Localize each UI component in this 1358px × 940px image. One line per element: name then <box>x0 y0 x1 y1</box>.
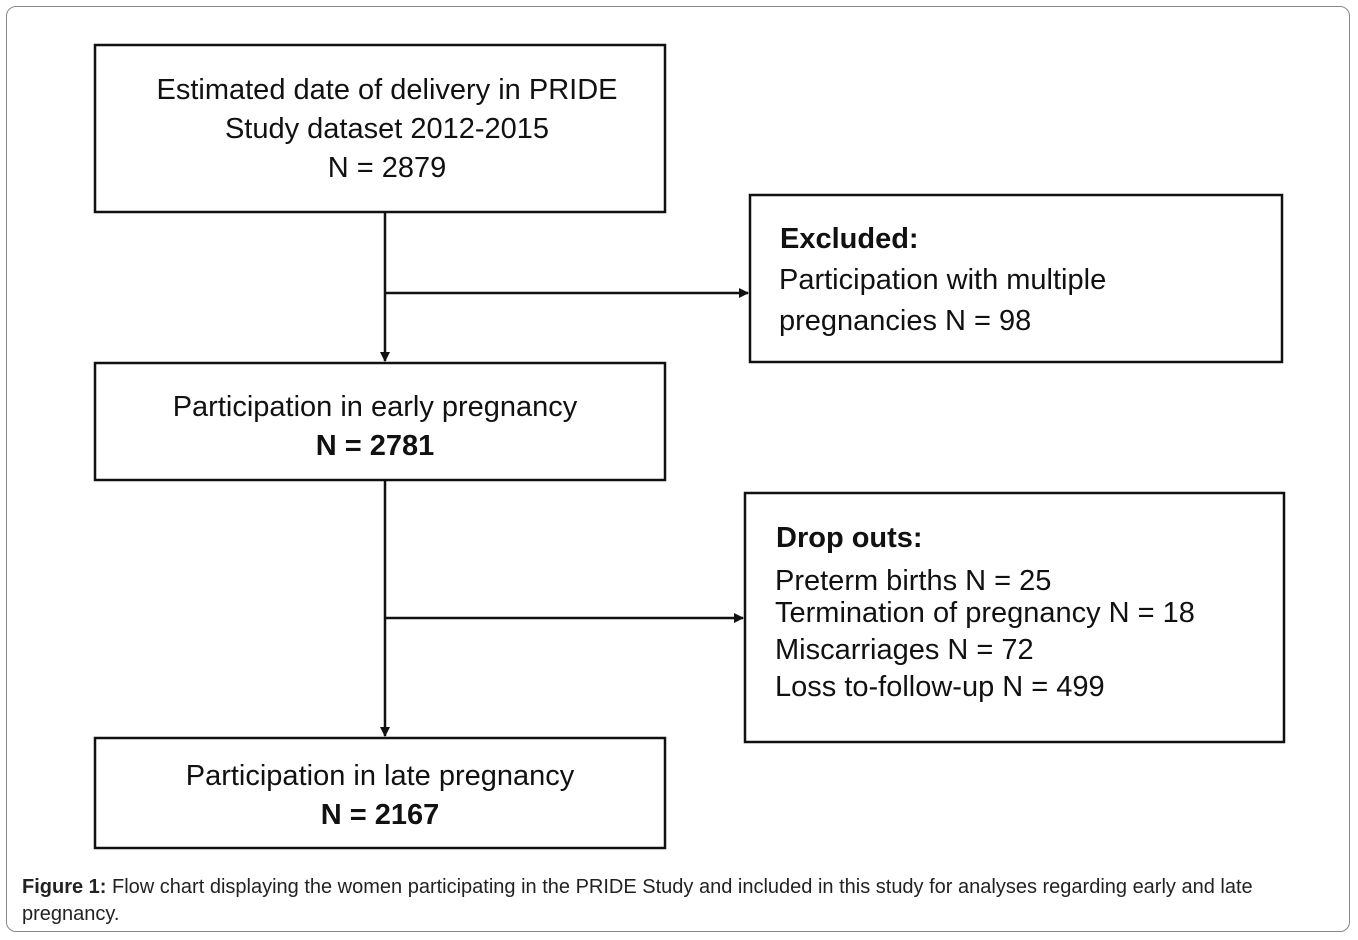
box-excluded <box>748 193 1284 364</box>
flow-chart: Estimated date of delivery in PRIDE Stud… <box>93 43 1286 850</box>
box-start <box>93 43 667 214</box>
side-text: pregnancies N = 98 <box>779 305 1031 337</box>
node-count: N = 2781 <box>316 430 435 462</box>
box-dropouts <box>743 491 1286 744</box>
side-title: Excluded: <box>780 223 919 255</box>
side-title: Drop outs: <box>776 522 923 554</box>
node-text: Participation in early pregnancy <box>173 391 578 423</box>
node-text: Participation in late pregnancy <box>186 760 575 792</box>
figure-frame <box>6 6 1350 932</box>
caption-label: Figure 1: <box>22 876 107 898</box>
node-text: N = 2879 <box>328 152 447 184</box>
box-early <box>93 361 667 482</box>
node-count: N = 2167 <box>321 799 440 831</box>
side-text: Miscarriages N = 72 <box>775 634 1034 666</box>
side-text: Preterm births N = 25 <box>775 565 1051 597</box>
side-text: Participation with multiple <box>779 264 1106 296</box>
node-text: Study dataset 2012-2015 <box>225 113 549 145</box>
box-late <box>93 736 667 850</box>
side-text: Loss to-follow-up N = 499 <box>775 671 1105 703</box>
side-text: Termination of pregnancy N = 18 <box>775 597 1195 629</box>
caption: Figure 1: Flow chart displaying the wome… <box>22 874 1347 928</box>
node-text: Estimated date of delivery in PRIDE <box>157 74 618 106</box>
caption-text: Flow chart displaying the women particip… <box>22 876 1253 925</box>
